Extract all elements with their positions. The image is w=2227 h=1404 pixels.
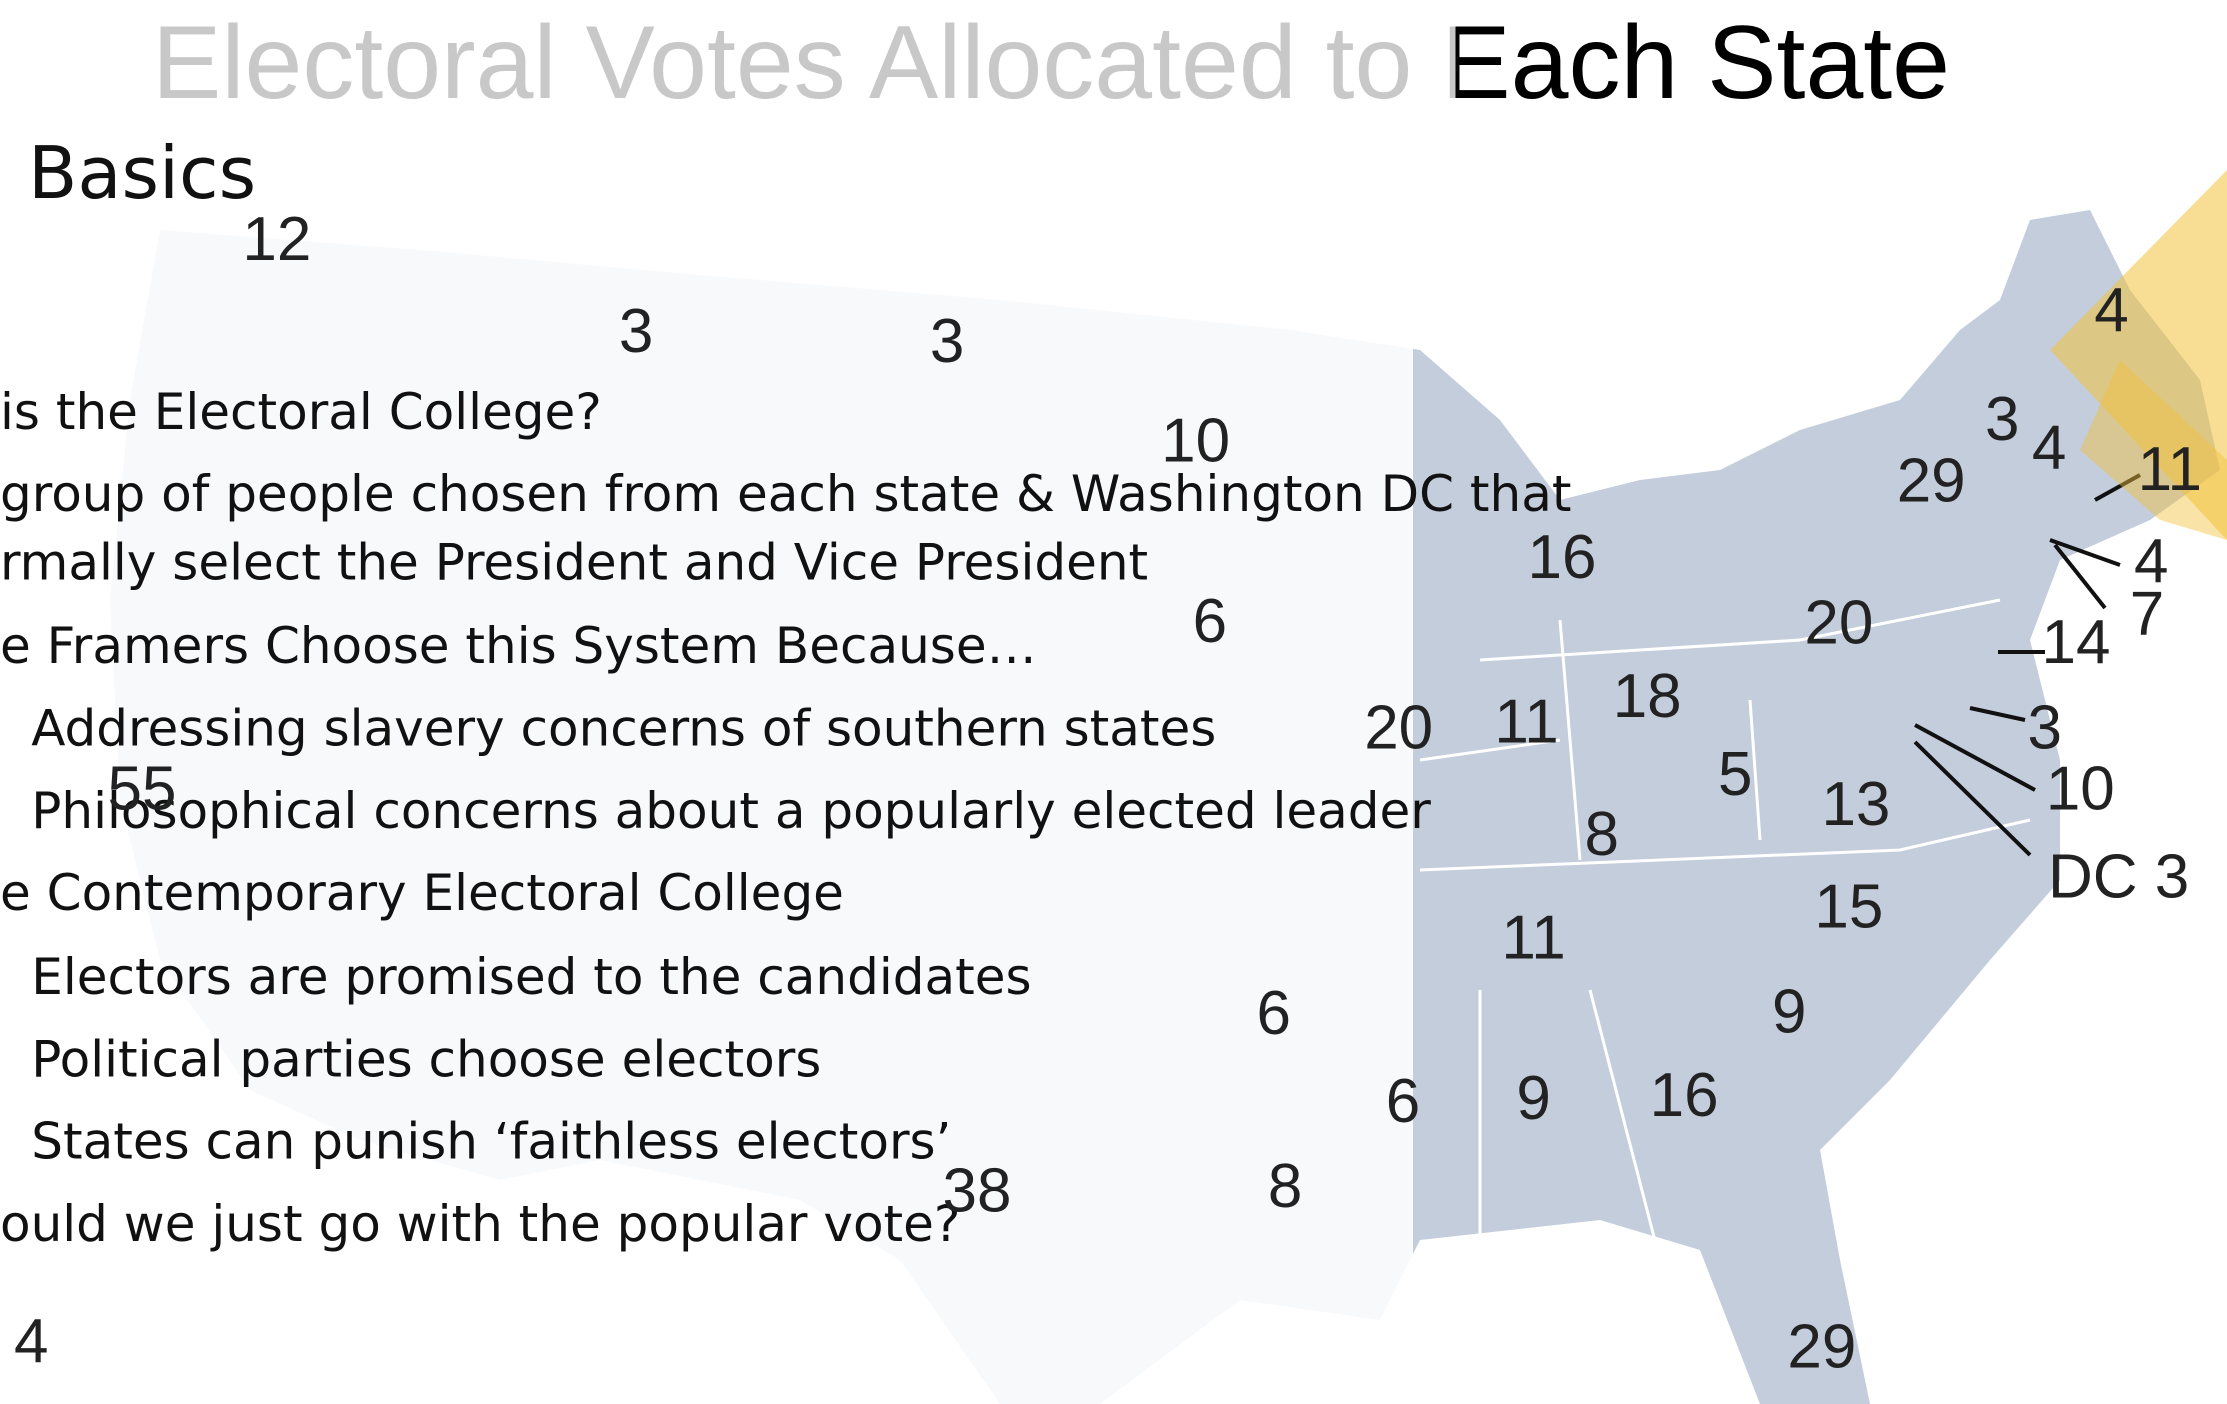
heading: Basics: [28, 131, 256, 215]
state-votes: 3: [1985, 385, 2019, 454]
state-votes: 4: [2032, 414, 2066, 483]
state-votes: 7: [2130, 580, 2164, 649]
state-votes: DC 3: [2048, 842, 2189, 911]
state-votes: 29: [1787, 1312, 1856, 1381]
bullet-text: Philosophical concerns about a popularly…: [31, 782, 1431, 840]
state-votes: 14: [2042, 608, 2111, 677]
bullet-text: Political parties choose electors: [31, 1030, 821, 1088]
state-votes: 16: [1650, 1061, 1719, 1130]
state-votes: 4: [14, 1307, 48, 1376]
state-votes: 6: [1256, 979, 1290, 1048]
slide-title: Electoral Votes Allocated to Each State: [152, 5, 1950, 121]
state-votes: 9: [1772, 977, 1806, 1046]
state-votes: 11: [1494, 688, 1558, 757]
state-votes: 12: [242, 205, 311, 274]
bullet-text: rmally select the President and Vice Pre…: [0, 533, 1148, 591]
state-votes: 9: [1516, 1064, 1550, 1133]
state-votes: 18: [1613, 662, 1682, 731]
state-votes: 3: [2028, 693, 2062, 762]
state-votes: 4: [2094, 276, 2128, 345]
bullet-text: ould we just go with the popular vote?: [0, 1195, 960, 1253]
highlight: [2080, 360, 2227, 540]
state-votes: 15: [1814, 872, 1883, 941]
state-votes: 20: [1364, 693, 1433, 762]
state-votes: 13: [1821, 770, 1890, 839]
state-votes: 11: [1501, 904, 1565, 973]
bullet-text: Electors are promised to the candidates: [31, 948, 1031, 1006]
state-votes: 3: [619, 297, 653, 366]
bullet-text: Addressing slavery concerns of southern …: [31, 700, 1216, 758]
state-votes: 10: [1161, 407, 1230, 476]
highlight: [2050, 170, 2227, 540]
bullet-text: e Framers Choose this System Because…: [0, 617, 1037, 675]
state-votes: 5: [1718, 740, 1752, 809]
state-votes: 6: [1386, 1067, 1420, 1136]
state-votes: 6: [1193, 587, 1227, 656]
bullet-text: States can punish ‘faithless electors’: [31, 1113, 951, 1171]
state-votes: 16: [1528, 523, 1597, 592]
map-fade: [0, 0, 1413, 1404]
bullet-text: group of people chosen from each state &…: [0, 465, 1571, 523]
bullet-text: is the Electoral College?: [0, 383, 602, 441]
state-votes: 8: [1585, 800, 1619, 869]
state-votes: 10: [2046, 754, 2115, 823]
state-borders: [1419, 598, 2031, 1300]
state-votes: 8: [1268, 1152, 1302, 1221]
state-votes: 38: [942, 1156, 1011, 1225]
state-votes: 29: [1897, 446, 1966, 515]
state-votes: 20: [1804, 588, 1873, 657]
state-leaders: [1913, 473, 2141, 857]
bullet-text: e Contemporary Electoral College: [0, 864, 844, 922]
state-votes: 55: [108, 754, 177, 823]
state-votes: 11: [2138, 435, 2202, 504]
state-votes: 4: [2134, 527, 2168, 596]
state-votes: 3: [930, 307, 964, 376]
